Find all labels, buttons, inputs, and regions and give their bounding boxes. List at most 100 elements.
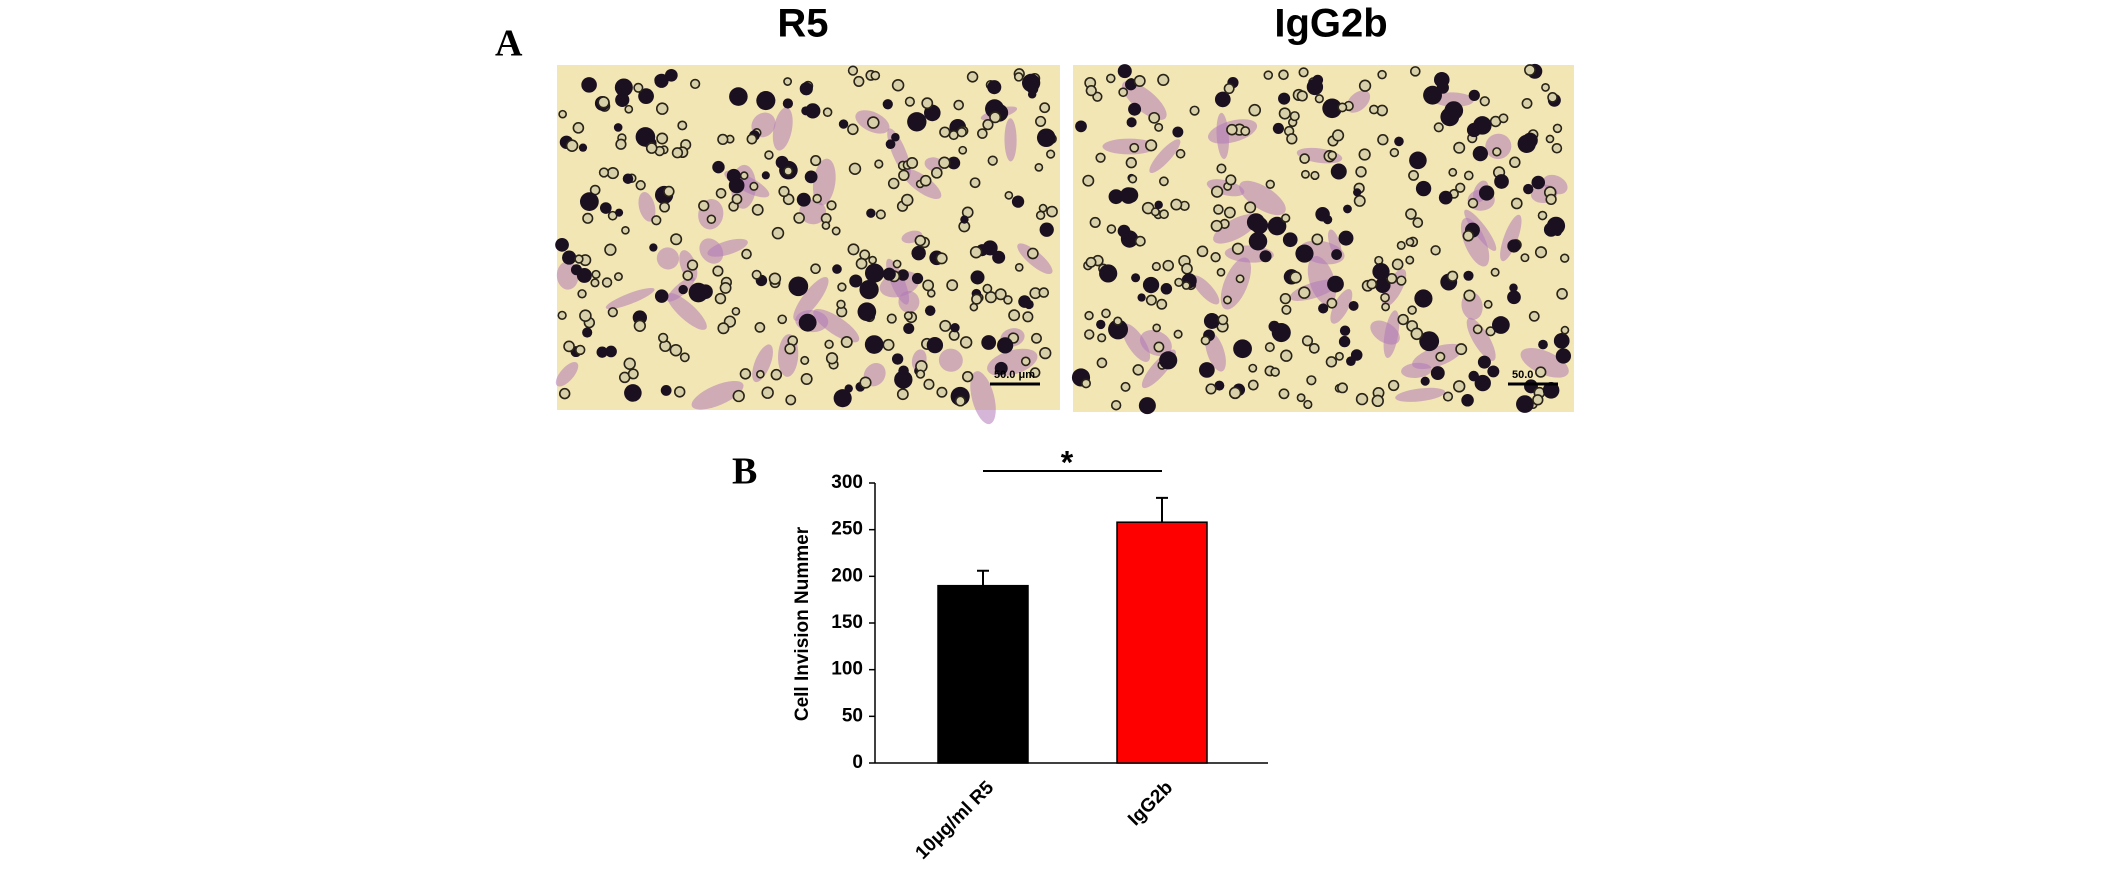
pore (660, 385, 672, 396)
pore (1281, 304, 1292, 315)
cell-body (1121, 323, 1151, 362)
pore (1082, 174, 1095, 187)
pore (864, 263, 885, 283)
pore (821, 221, 831, 230)
pore (1455, 182, 1466, 193)
pore (1474, 374, 1491, 392)
pore (1029, 367, 1041, 378)
pore (1027, 90, 1037, 99)
pore (1038, 287, 1050, 298)
pore (1353, 194, 1366, 207)
pore (1423, 85, 1442, 105)
pore (577, 289, 587, 299)
pore (1303, 399, 1313, 410)
pore (857, 302, 877, 322)
pore (1371, 394, 1384, 408)
pore (1035, 115, 1047, 127)
pore (1200, 335, 1211, 346)
pore (1039, 222, 1054, 237)
pore (892, 259, 902, 269)
pore (1453, 141, 1466, 154)
pore (1156, 298, 1168, 310)
pore (633, 82, 644, 93)
pore (1075, 120, 1087, 133)
pore (926, 336, 944, 354)
pore (1389, 147, 1400, 158)
pore (782, 98, 793, 109)
pore (717, 133, 729, 146)
pore (847, 65, 859, 76)
pore (1372, 262, 1390, 281)
pore (1478, 185, 1495, 201)
pore (1534, 246, 1548, 259)
cell-body (812, 158, 836, 206)
pore (885, 139, 896, 150)
pore (924, 305, 936, 316)
pore (1022, 311, 1034, 323)
pore (1388, 379, 1400, 392)
pore (966, 71, 979, 83)
pore (969, 245, 983, 259)
pore (1210, 252, 1221, 263)
x-tick-label: IgG2b (1124, 777, 1177, 830)
pore (590, 278, 600, 288)
pore (947, 156, 961, 170)
pore (1216, 163, 1227, 174)
pore (778, 185, 790, 198)
pore (1483, 299, 1493, 309)
pore (1338, 230, 1354, 246)
pore (1085, 256, 1097, 268)
pore (1337, 382, 1348, 394)
pore (754, 322, 766, 333)
cell-body (1485, 133, 1512, 160)
pore (969, 177, 981, 189)
pore (1507, 290, 1521, 305)
pore (954, 395, 966, 407)
pore (1148, 111, 1161, 124)
pore (1217, 314, 1229, 326)
pore (886, 313, 897, 324)
pore (970, 270, 985, 285)
pore (1325, 356, 1338, 368)
pore (1248, 103, 1262, 117)
pore (1487, 365, 1500, 378)
pore (605, 345, 617, 358)
pore (1299, 153, 1310, 164)
pore (914, 234, 926, 247)
pore (558, 109, 567, 119)
pore (1463, 289, 1476, 302)
pore (921, 97, 934, 110)
pore (901, 193, 914, 207)
pore (1433, 122, 1444, 133)
pore (824, 339, 834, 350)
pore (923, 378, 935, 390)
pore (1300, 169, 1310, 179)
pore (1134, 235, 1146, 247)
pore (1142, 276, 1160, 294)
pore (1181, 262, 1193, 275)
pore (847, 243, 860, 256)
pore (739, 368, 752, 380)
scale-label: 50.0 μm (994, 369, 1035, 381)
pore (751, 269, 762, 280)
pore (777, 314, 788, 325)
pore (1223, 83, 1235, 95)
pore (771, 226, 785, 240)
pore (1296, 90, 1308, 102)
pore (1205, 383, 1217, 395)
y-tick-label: 50 (842, 705, 863, 726)
cell-body (1239, 180, 1286, 216)
pore (557, 310, 567, 321)
pore (739, 171, 749, 180)
pore (1259, 250, 1272, 263)
pore (729, 87, 748, 106)
pore (1468, 89, 1480, 101)
pore (859, 279, 879, 300)
pore (837, 282, 847, 292)
pore (833, 389, 852, 408)
pore (715, 187, 727, 199)
pore (1339, 325, 1351, 336)
pore (663, 185, 675, 198)
pore (1272, 122, 1284, 135)
pore (1560, 325, 1570, 335)
